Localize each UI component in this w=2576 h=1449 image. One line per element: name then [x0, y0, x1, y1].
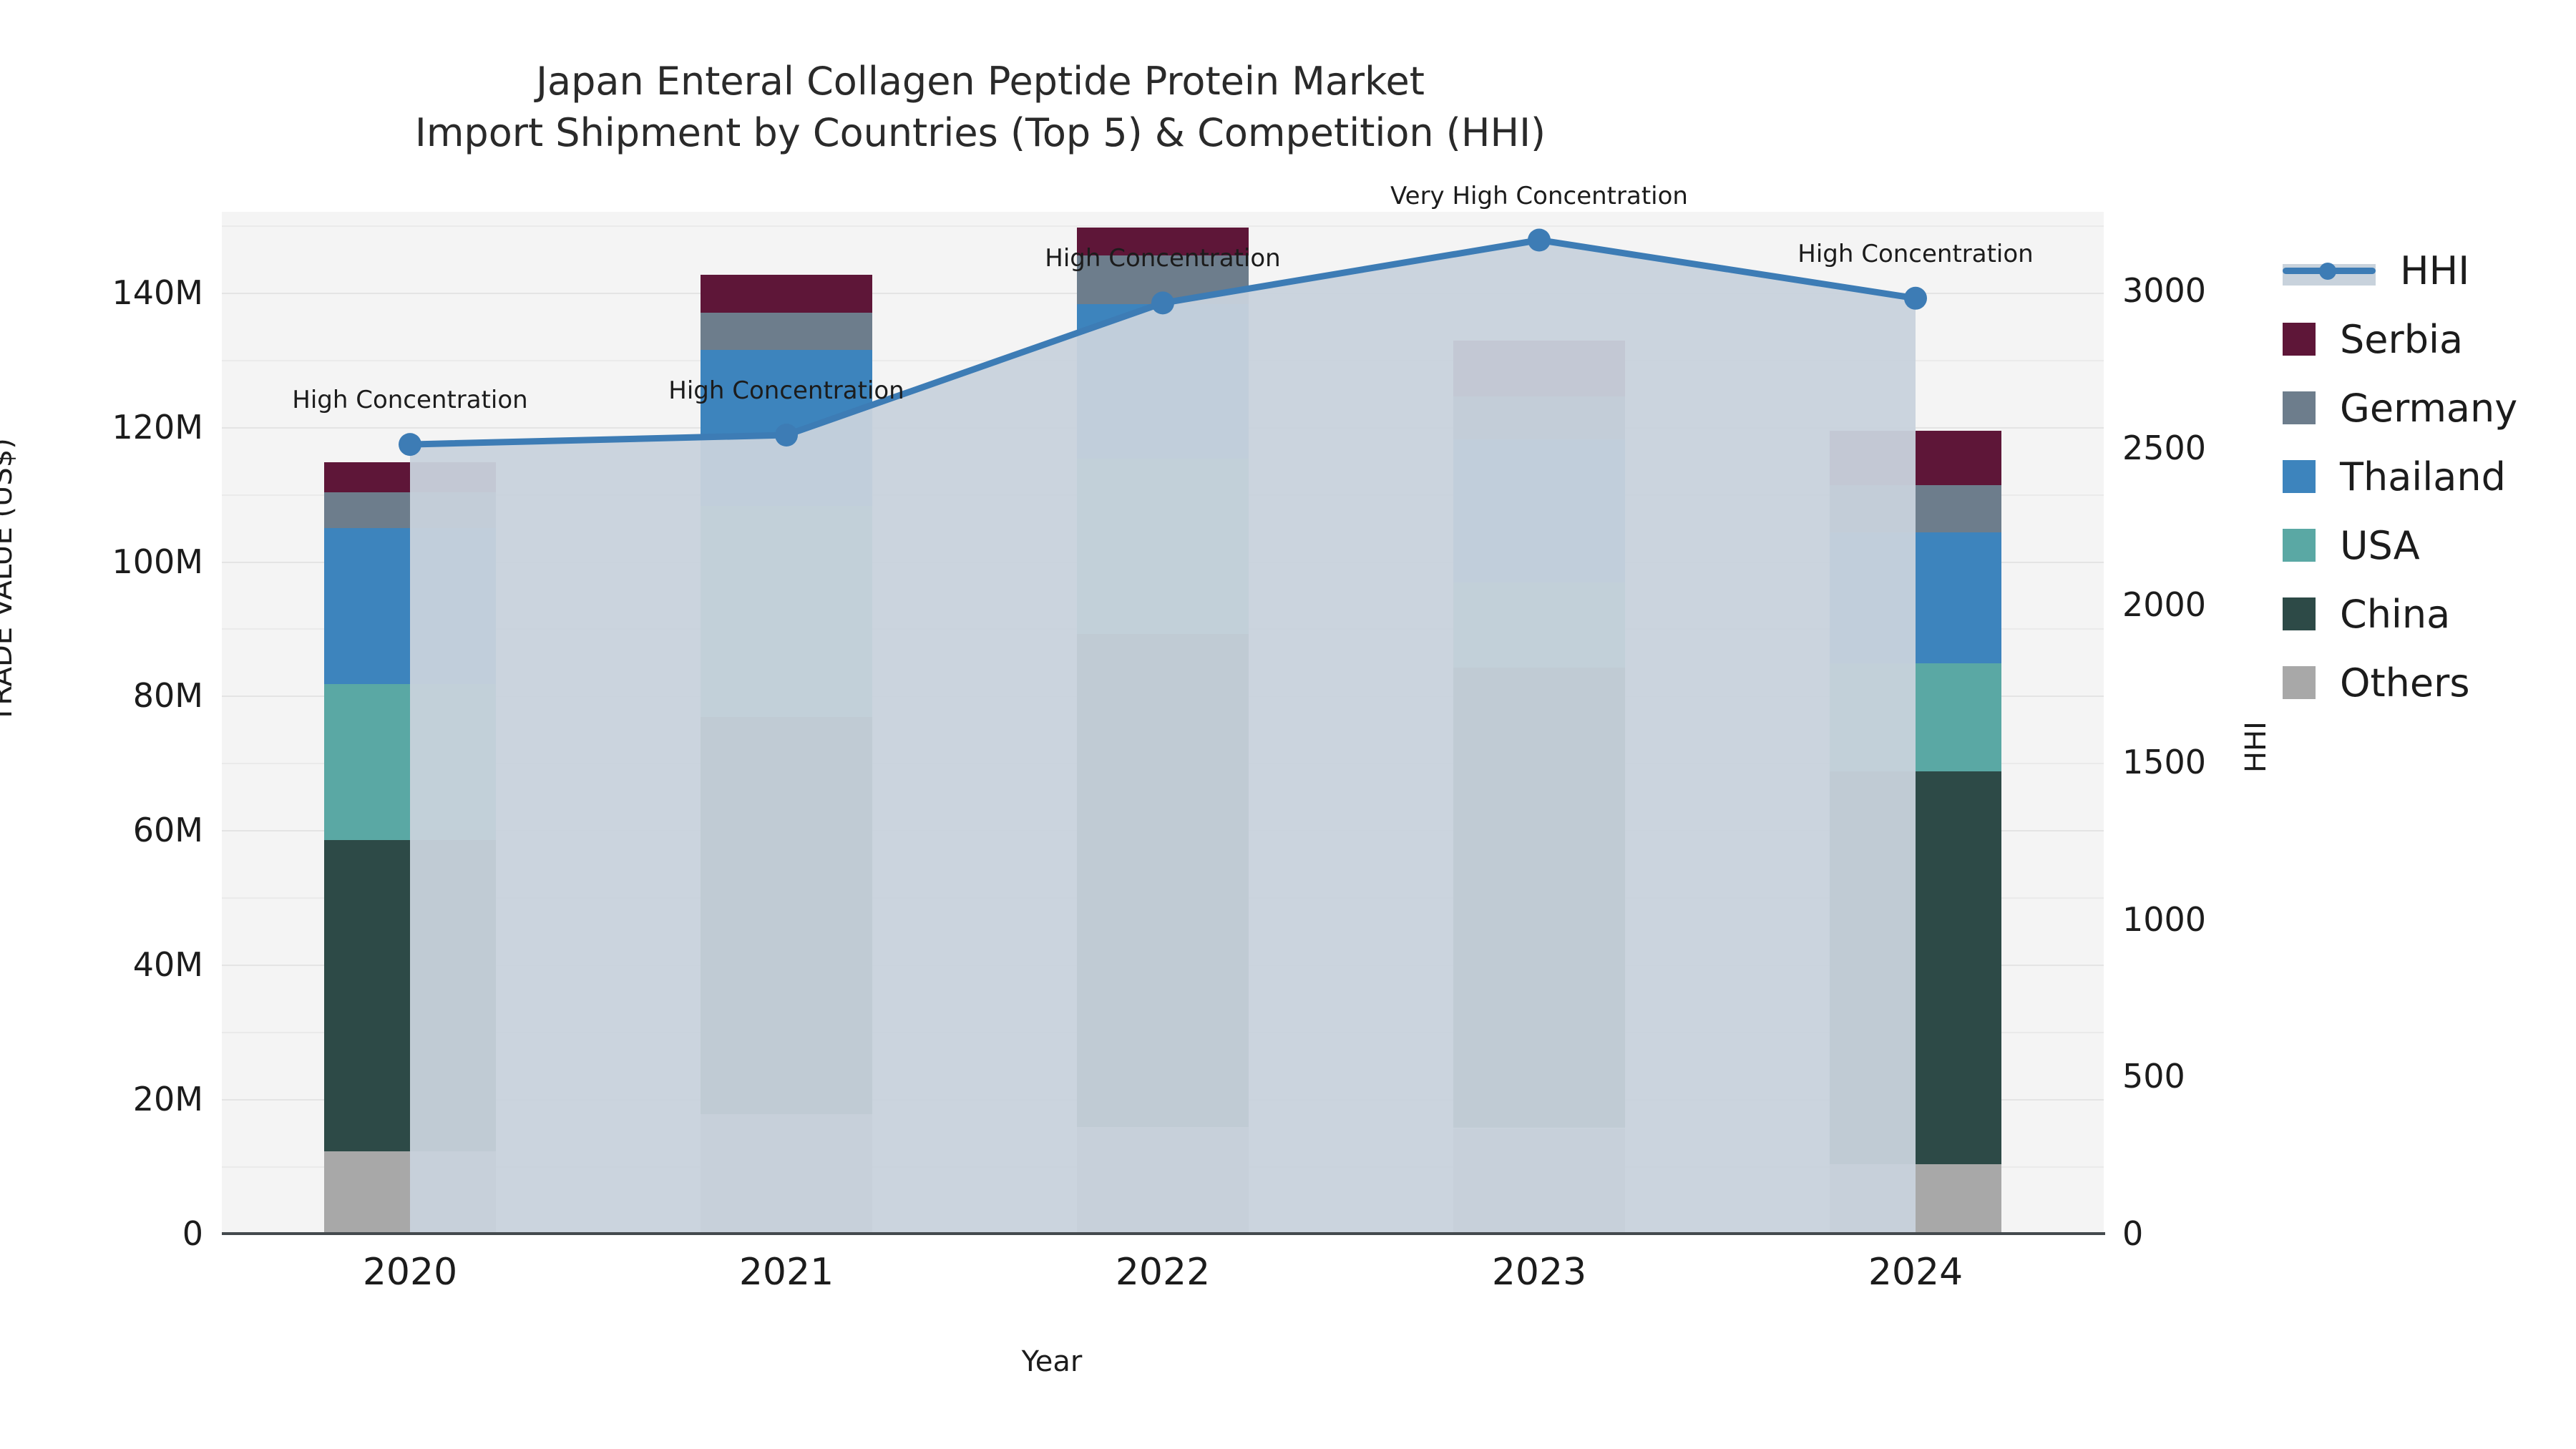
x-tick-2022: 2022 — [1115, 1251, 1211, 1294]
legend-label: Serbia — [2340, 316, 2464, 362]
legend-swatch-others — [2283, 666, 2316, 699]
y-axis-left-title: TRADE VALUE (US$) — [0, 438, 19, 723]
legend-item-germany[interactable]: Germany — [2283, 374, 2517, 442]
y-right-tick-0: 0 — [2122, 1214, 2144, 1253]
legend-label: HHI — [2400, 248, 2470, 293]
annotation-2020: High Concentration — [292, 386, 528, 415]
chart-legend: HHI Serbia Germany Thailand USA China Others — [2283, 236, 2517, 717]
x-tick-2020: 2020 — [362, 1251, 458, 1294]
y-right-tick-500: 500 — [2122, 1057, 2185, 1096]
hhi-marker-2022[interactable] — [1151, 291, 1174, 315]
hhi-marker-2021[interactable] — [775, 424, 798, 447]
legend-label: Others — [2340, 660, 2470, 706]
legend-label: Thailand — [2340, 454, 2506, 499]
legend-line-icon — [2283, 254, 2376, 287]
chart-title: Japan Enteral Collagen Peptide Protein M… — [0, 56, 1961, 160]
y-left-tick-60M: 60M — [132, 811, 203, 850]
y-right-tick-3000: 3000 — [2122, 270, 2207, 310]
y-right-tick-1000: 1000 — [2122, 899, 2207, 939]
y-left-tick-140M: 140M — [112, 273, 204, 312]
legend-swatch-serbia — [2283, 323, 2316, 356]
legend-line-marker — [2319, 263, 2336, 280]
y-right-tick-2000: 2000 — [2122, 585, 2207, 625]
legend-swatch-china — [2283, 597, 2316, 630]
chart-title-line-1: Japan Enteral Collagen Peptide Protein M… — [536, 59, 1425, 104]
x-tick-2024: 2024 — [1868, 1251, 1963, 1294]
x-tick-2021: 2021 — [738, 1251, 834, 1294]
annotation-2024: High Concentration — [1797, 239, 2034, 268]
y-left-tick-120M: 120M — [112, 407, 204, 447]
legend-item-usa[interactable]: USA — [2283, 511, 2517, 580]
y-axis-right-title: HHI — [2240, 721, 2273, 773]
y-left-tick-0: 0 — [182, 1214, 203, 1253]
hhi-markers — [399, 228, 1927, 457]
hhi-area-fill — [410, 240, 1916, 1234]
hhi-marker-2020[interactable] — [399, 433, 421, 457]
hhi-line-series — [399, 228, 1927, 1234]
legend-item-hhi[interactable]: HHI — [2283, 236, 2517, 305]
legend-label: USA — [2340, 522, 2420, 568]
legend-swatch-usa — [2283, 529, 2316, 562]
annotation-2022: High Concentration — [1045, 244, 1281, 273]
annotation-2023: Very High Concentration — [1390, 181, 1688, 210]
legend-item-serbia[interactable]: Serbia — [2283, 305, 2517, 374]
legend-swatch-germany — [2283, 391, 2316, 424]
hhi-marker-2024[interactable] — [1904, 286, 1927, 310]
legend-label: Germany — [2340, 385, 2518, 431]
legend-label: China — [2340, 591, 2451, 637]
bar-segment-germany[interactable] — [701, 312, 872, 350]
legend-item-others[interactable]: Others — [2283, 648, 2517, 717]
y-right-tick-2500: 2500 — [2122, 428, 2207, 467]
y-right-tick-1500: 1500 — [2122, 742, 2207, 781]
y-left-tick-20M: 20M — [132, 1080, 203, 1119]
legend-item-china[interactable]: China — [2283, 580, 2517, 648]
bar-segment-serbia[interactable] — [701, 275, 872, 313]
plot-area — [222, 212, 2104, 1235]
chart-title-line-2: Import Shipment by Countries (Top 5) & C… — [414, 110, 1546, 156]
x-axis-title: Year — [1021, 1345, 1083, 1378]
y-left-tick-40M: 40M — [132, 945, 203, 985]
bar-segment-serbia[interactable] — [1077, 227, 1249, 256]
gridline — [222, 225, 2104, 227]
x-tick-2023: 2023 — [1491, 1251, 1587, 1294]
legend-item-thailand[interactable]: Thailand — [2283, 442, 2517, 511]
x-axis-line — [222, 1232, 2105, 1235]
y-left-tick-100M: 100M — [112, 542, 204, 581]
hhi-marker-2023[interactable] — [1528, 228, 1551, 252]
annotation-2021: High Concentration — [668, 376, 904, 405]
y-left-tick-80M: 80M — [132, 676, 203, 716]
legend-swatch-thailand — [2283, 460, 2316, 493]
